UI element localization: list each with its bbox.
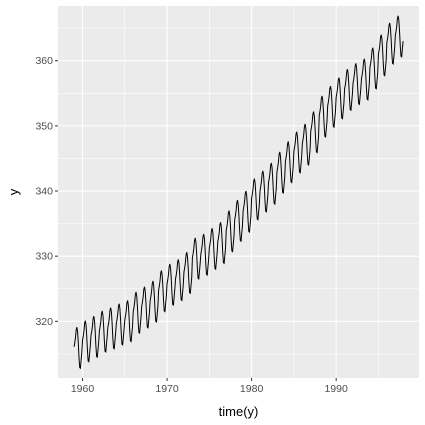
y-axis-title: y xyxy=(6,188,21,195)
y-axis-ticks: 320 330 340 350 360 xyxy=(35,55,58,328)
y-tick-label: 360 xyxy=(35,55,53,67)
plot-panel xyxy=(58,6,419,378)
x-tick-label: 1990 xyxy=(324,383,348,395)
x-axis-title: time(y) xyxy=(219,404,259,419)
minor-gridlines xyxy=(58,6,419,378)
y-tick-label: 350 xyxy=(35,120,53,132)
y-tick-label: 340 xyxy=(35,186,53,198)
y-tick-label: 320 xyxy=(35,316,53,328)
major-gridlines xyxy=(58,6,419,378)
x-tick-label: 1960 xyxy=(71,383,95,395)
y-tick-label: 330 xyxy=(35,251,53,263)
x-axis-ticks: 1960 1970 1980 1990 xyxy=(71,378,348,395)
x-tick-label: 1980 xyxy=(240,383,264,395)
x-tick-label: 1970 xyxy=(155,383,179,395)
series-line xyxy=(73,15,404,370)
